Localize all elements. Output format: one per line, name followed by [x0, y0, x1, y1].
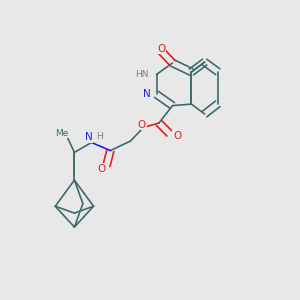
Text: O: O	[138, 119, 146, 130]
Text: O: O	[173, 131, 181, 141]
Text: H: H	[97, 132, 103, 141]
Text: HN: HN	[136, 70, 149, 79]
Text: N: N	[143, 89, 151, 100]
Text: O: O	[97, 164, 105, 174]
Text: Me: Me	[56, 129, 69, 138]
Text: N: N	[85, 132, 93, 142]
Text: O: O	[157, 44, 165, 54]
